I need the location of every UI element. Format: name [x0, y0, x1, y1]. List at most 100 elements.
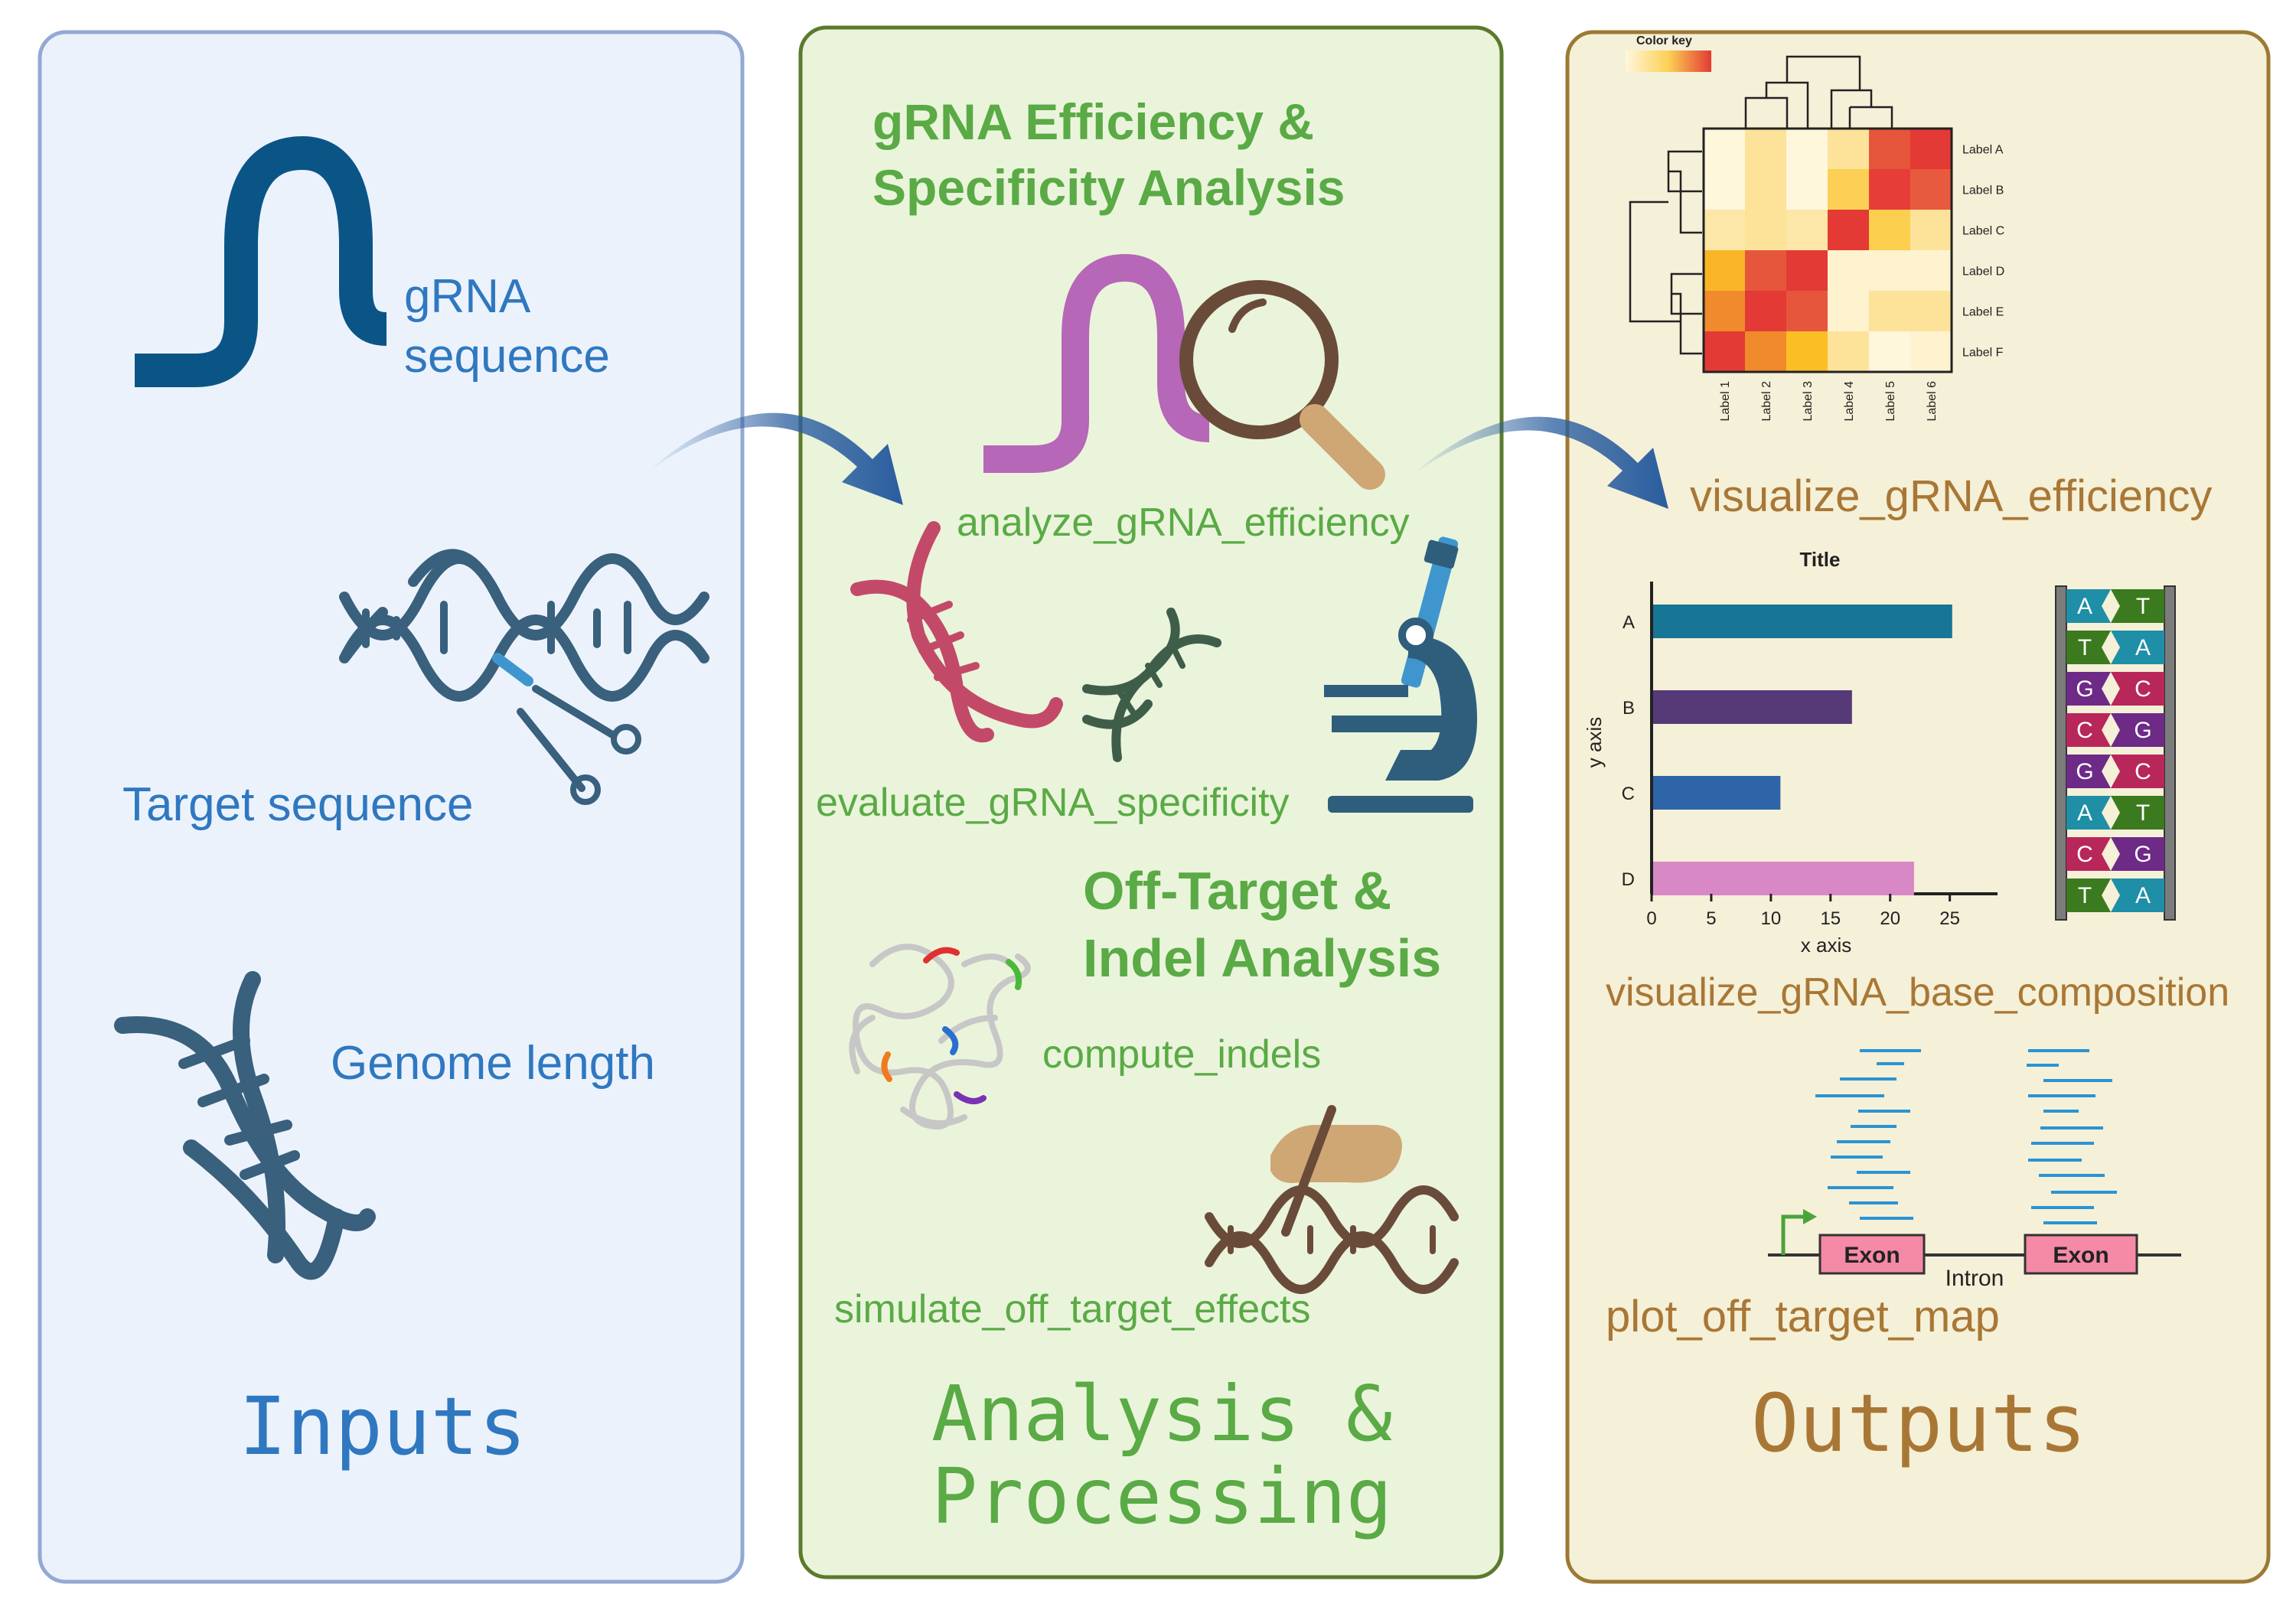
bar-chart: Title A B C D 0 5 10 15 20 25 x axis y axis — [1583, 548, 1998, 957]
base-right-block — [2111, 713, 2164, 747]
base-right-letter: T — [2136, 594, 2150, 619]
genome-length-label: Genome length — [331, 1037, 655, 1090]
fn-visualize-base-composition: visualize_gRNA_base_composition — [1606, 970, 2229, 1015]
base-left-letter: T — [2078, 883, 2092, 908]
base-left-letter: G — [2076, 759, 2093, 784]
bar — [1653, 862, 1914, 895]
microscope-icon — [1324, 536, 1477, 813]
base-left-block — [2066, 631, 2111, 664]
base-right-block — [2111, 837, 2164, 871]
heatmap-cell — [1745, 169, 1786, 210]
chart-y-axis-label: y axis — [1583, 717, 1606, 768]
base-right-block — [2111, 589, 2164, 623]
analysis-title-line1: Analysis & — [931, 1369, 1392, 1459]
heatmap-border — [1702, 127, 1953, 373]
grna-hairpin-icon — [135, 136, 388, 387]
bar — [1653, 690, 1852, 724]
base-left-block — [2066, 713, 2111, 747]
heatmap-cell — [1745, 129, 1786, 169]
intron-label: Intron — [1945, 1266, 2004, 1291]
x-tick-label: 0 — [1646, 908, 1656, 929]
arrow-inputs-to-analysis — [644, 412, 903, 505]
heatmap-cell — [1828, 129, 1869, 169]
bar — [1653, 605, 1952, 638]
heatmap-col-label: Label 6 — [1926, 381, 1939, 422]
outputs-panel — [1565, 30, 2271, 1584]
bar-category-label: A — [1623, 612, 1635, 633]
grna-sequence-label-line2: sequence — [404, 330, 610, 383]
heatmap-cell — [1910, 250, 1952, 291]
heatmap-cell — [1704, 250, 1745, 291]
target-sequence-label: Target sequence — [122, 778, 473, 831]
chromatin-icon — [849, 944, 1031, 1129]
x-tick-label: 20 — [1880, 908, 1900, 929]
exon-box-2 — [2024, 1234, 2138, 1275]
offtarget-heading-line2: Indel Analysis — [1083, 928, 1441, 988]
heatmap-cell — [1745, 210, 1786, 250]
dna-green-icon — [1082, 608, 1221, 762]
grna-purple-icon — [983, 254, 1211, 473]
heatmap-col-label: Label 3 — [1802, 381, 1815, 422]
offtarget-heading-line1: Off-Target & — [1083, 861, 1391, 921]
base-left-letter: G — [2076, 676, 2093, 702]
x-tick-label: 25 — [1939, 908, 1960, 929]
heatmap-col-label: Label 2 — [1760, 381, 1773, 422]
base-left-letter: T — [2078, 635, 2092, 660]
heatmap-cell — [1786, 331, 1828, 372]
base-right-block — [2111, 631, 2164, 664]
heatmap-cell — [1786, 129, 1828, 169]
heatmap-row-label: Label E — [1962, 306, 2004, 319]
base-left-letter: A — [2077, 800, 2092, 826]
bar-category-label: B — [1623, 698, 1635, 719]
base-pair-ladder: A TT AG CC GG CA TC GT A — [2055, 585, 2176, 921]
base-left-block — [2066, 755, 2111, 788]
outputs-title: Outputs — [1751, 1377, 2086, 1470]
heatmap-cell — [1910, 331, 1952, 372]
exon-label-2: Exon — [2053, 1243, 2108, 1268]
heatmap-cell — [1786, 291, 1828, 331]
fn-compute-indels: compute_indels — [1042, 1032, 1321, 1077]
heatmap-cell — [1745, 250, 1786, 291]
base-right-letter: G — [2134, 718, 2151, 743]
heatmap-row-label: Label B — [1962, 184, 2004, 197]
fn-analyze-efficiency: analyze_gRNA_efficiency — [957, 500, 1410, 545]
off-target-map: Exon Exon Intron — [1768, 1049, 2181, 1291]
base-right-block — [2111, 796, 2164, 830]
heatmap-cell — [1910, 169, 1952, 210]
heatmap-cell — [1910, 210, 1952, 250]
base-left-block — [2066, 837, 2111, 871]
bar-category-label: C — [1622, 784, 1635, 804]
heatmap-cell — [1828, 250, 1869, 291]
bar-category-label: D — [1622, 869, 1635, 890]
heatmap-col-dendrogram — [1744, 55, 1893, 129]
heatmap-cell — [1745, 291, 1786, 331]
heatmap-cell — [1786, 250, 1828, 291]
base-right-block — [2111, 878, 2164, 912]
base-left-block — [2066, 589, 2111, 623]
base-right-letter: C — [2135, 759, 2151, 784]
fn-visualize-efficiency: visualize_gRNA_efficiency — [1690, 471, 2212, 521]
heatmap-cell — [1786, 169, 1828, 210]
base-left-letter: C — [2076, 718, 2093, 743]
heatmap-cell — [1869, 291, 1910, 331]
heatmap-cell — [1704, 169, 1745, 210]
fn-plot-offtarget-map: plot_off_target_map — [1606, 1292, 2000, 1341]
base-right-letter: A — [2135, 883, 2151, 908]
heatmap-cell — [1786, 210, 1828, 250]
chart-title: Title — [1800, 548, 1841, 571]
heatmap-row-label: Label C — [1962, 225, 2004, 238]
arrow-analysis-to-outputs — [1408, 416, 1668, 509]
heatmap-row-label: Label A — [1962, 144, 2004, 157]
base-right-block — [2111, 755, 2164, 788]
x-tick-label: 15 — [1820, 908, 1841, 929]
analysis-title-line2: Processing — [931, 1452, 1392, 1541]
dna-scissors-icon — [339, 549, 709, 805]
exon-label-1: Exon — [1844, 1243, 1900, 1268]
heatmap-cell — [1828, 169, 1869, 210]
heatmap-cell — [1869, 169, 1910, 210]
heatmap-cell — [1910, 129, 1952, 169]
base-left-block — [2066, 878, 2111, 912]
heatmap-cell — [1704, 331, 1745, 372]
heatmap-cell — [1745, 331, 1786, 372]
